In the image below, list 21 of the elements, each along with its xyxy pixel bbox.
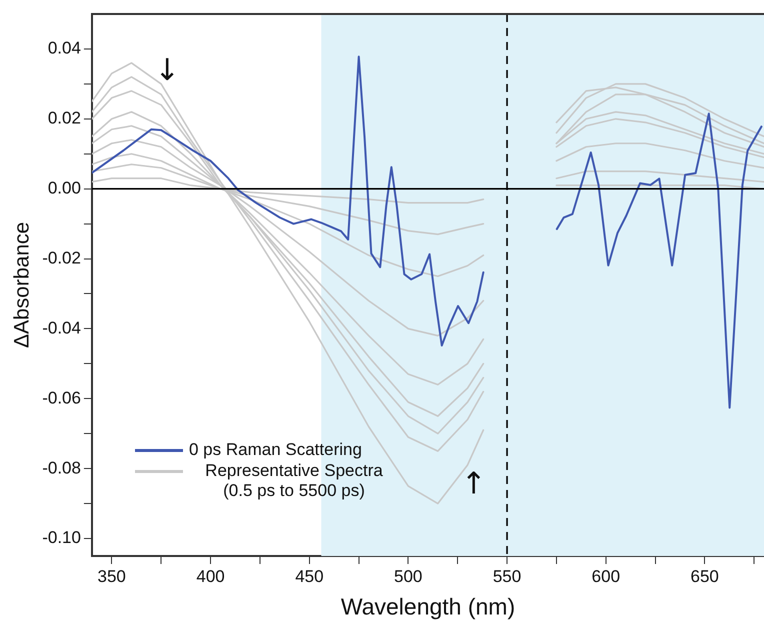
- y-tick-label: -0.10: [42, 528, 81, 548]
- x-tick-label: 600: [592, 566, 620, 586]
- x-tick-label: 350: [98, 566, 126, 586]
- y-tick-label: -0.04: [42, 318, 81, 338]
- x-tick-label: 500: [394, 566, 422, 586]
- x-tick-label: 400: [196, 566, 225, 586]
- x-tick-label: 650: [690, 566, 719, 586]
- y-axis-title: ΔAbsorbance: [10, 222, 34, 348]
- y-tick-label: 0.04: [48, 38, 81, 58]
- y-tick-label: 0.02: [48, 108, 81, 128]
- x-tick-label: 550: [492, 566, 522, 586]
- x-tick-label: 450: [295, 566, 324, 586]
- annotation: ↓: [154, 52, 180, 88]
- y-tick-label: 0.00: [48, 178, 81, 198]
- legend-label: Representative Spectra (0.5 ps to 5500 ps): [204, 461, 384, 501]
- y-tick-label: -0.08: [42, 458, 81, 478]
- y-tick-label: -0.06: [42, 388, 81, 408]
- legend-label: 0 ps Raman Scattering: [189, 440, 362, 460]
- x-axis-title: Wavelength (nm): [340, 594, 516, 620]
- annotation: ↑: [461, 466, 486, 502]
- y-tick-label: -0.02: [42, 248, 81, 268]
